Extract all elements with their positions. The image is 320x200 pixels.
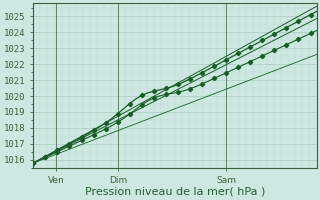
X-axis label: Pression niveau de la mer( hPa ): Pression niveau de la mer( hPa ) [85,187,265,197]
